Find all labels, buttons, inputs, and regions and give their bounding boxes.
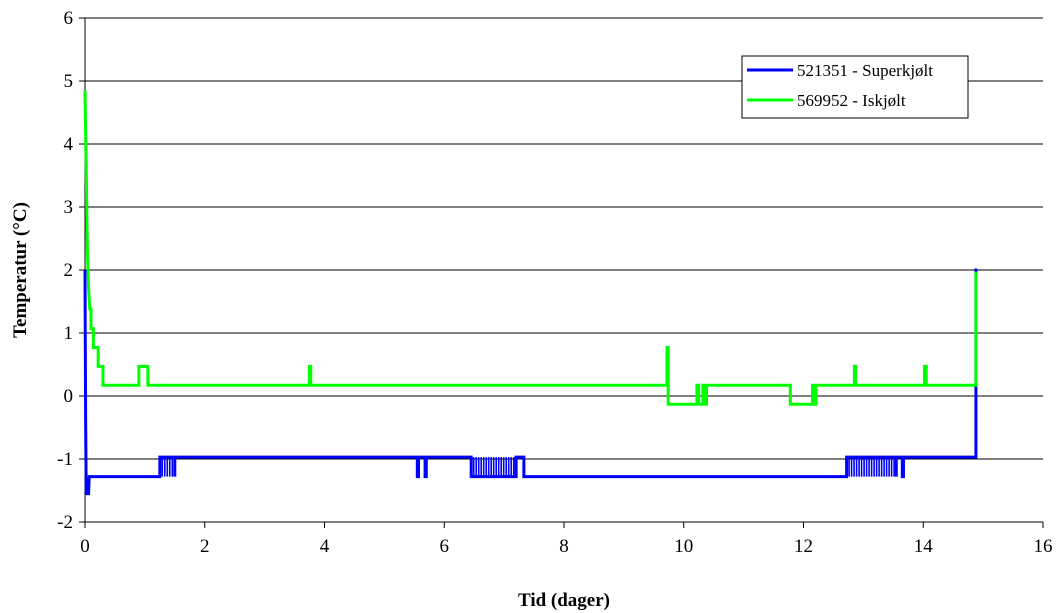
- x-tick-label: 8: [559, 536, 569, 557]
- x-tick-label: 14: [914, 536, 934, 557]
- series-lines: [83, 90, 978, 496]
- legend: 521351 - Superkjølt 569952 - Iskjølt: [741, 55, 969, 119]
- series-1-line: [83, 268, 978, 496]
- y-axis-title: Temperatur (°C): [10, 202, 31, 338]
- series-1-oscillation: [845, 457, 895, 477]
- y-tick-label: 5: [64, 71, 74, 92]
- x-tick-label: 4: [320, 536, 330, 557]
- y-tick-label: 3: [64, 197, 74, 218]
- series-1-oscillation: [470, 457, 515, 477]
- legend-box: [741, 55, 969, 119]
- y-tick-label: 0: [64, 386, 74, 407]
- y-tick-label: 6: [64, 8, 74, 29]
- legend-label-series-2: 569952 - Iskjølt: [797, 91, 906, 110]
- gridlines: [85, 17, 1043, 460]
- y-tick-label: 4: [64, 134, 74, 155]
- x-tick-label: 2: [200, 536, 210, 557]
- x-tick-label: 16: [1034, 536, 1053, 557]
- legend-label-series-1: 521351 - Superkjølt: [797, 61, 933, 80]
- y-tick-label: 1: [64, 323, 74, 344]
- y-tick-label: -2: [57, 512, 73, 533]
- x-tick-label: 12: [794, 536, 813, 557]
- y-tick-label: -1: [57, 449, 73, 470]
- x-tick-label: 0: [80, 536, 90, 557]
- x-tick-label: 10: [674, 536, 693, 557]
- series-1-oscillation: [159, 457, 174, 477]
- series-2-line: [83, 90, 978, 406]
- series-2: [83, 90, 978, 406]
- y-tick-label: 2: [64, 260, 74, 281]
- series-1: [83, 268, 978, 496]
- x-axis-title: Tid (dager): [518, 590, 610, 611]
- x-tick-label: 6: [440, 536, 450, 557]
